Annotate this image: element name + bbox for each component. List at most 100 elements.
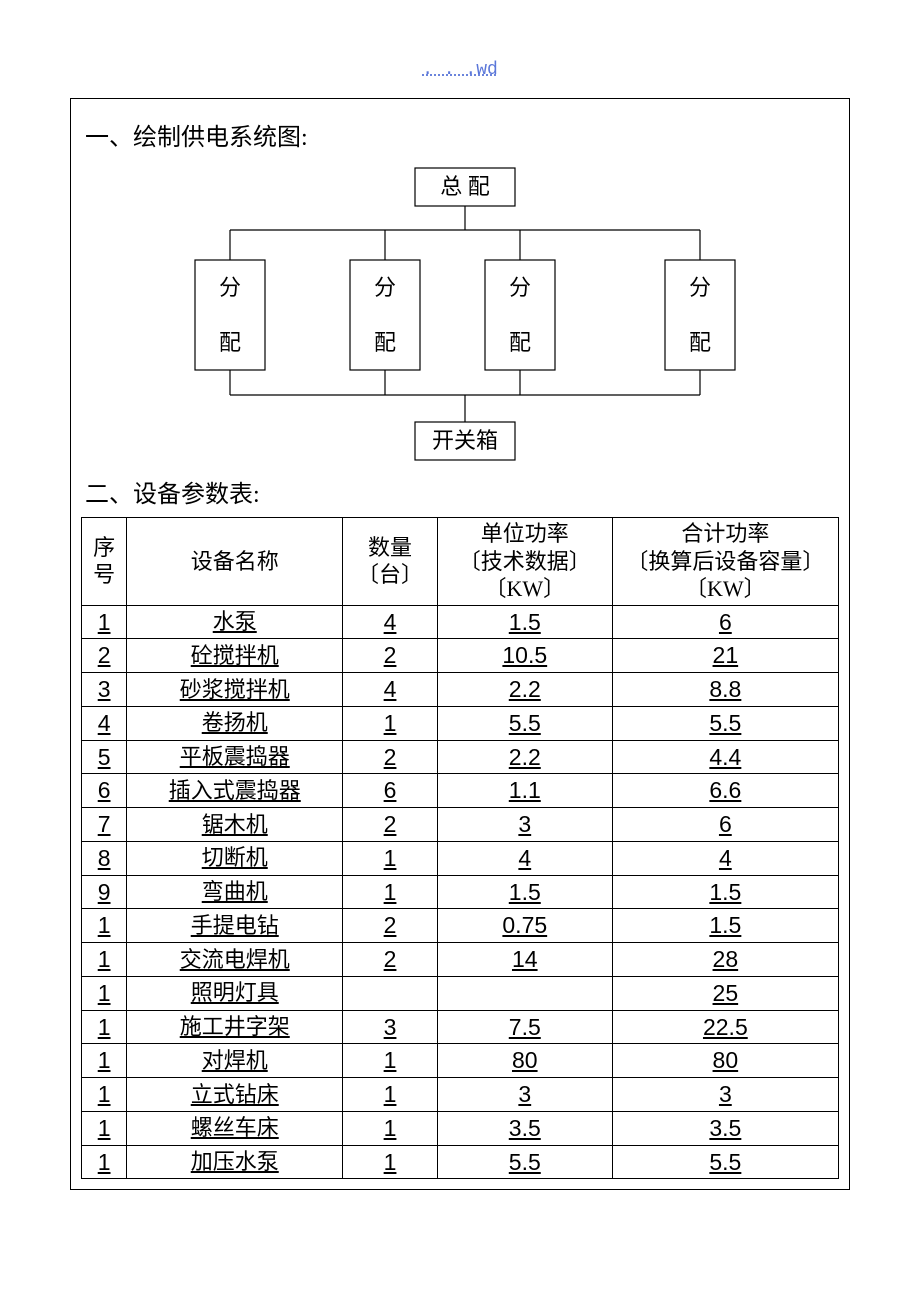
cell-name: 水泵 [127, 605, 343, 639]
cell-total-power: 21 [612, 639, 838, 673]
table-row: 1立式钻床133 [82, 1078, 839, 1112]
cell-total-power: 5.5 [612, 1145, 838, 1179]
svg-text:分: 分 [219, 275, 241, 300]
svg-text:配: 配 [374, 330, 396, 355]
cell-qty: 1 [343, 875, 438, 909]
cell-seq: 7 [82, 808, 127, 842]
table-row: 1螺丝车床13.53.5 [82, 1111, 839, 1145]
cell-seq: 1 [82, 976, 127, 1010]
table-row: 2砼搅拌机210.521 [82, 639, 839, 673]
cell-qty: 1 [343, 1111, 438, 1145]
table-row: 6插入式震捣器61.16.6 [82, 774, 839, 808]
svg-text:分: 分 [374, 275, 396, 300]
cell-unit-power [437, 976, 612, 1010]
cell-total-power: 8.8 [612, 673, 838, 707]
cell-name: 锯木机 [127, 808, 343, 842]
cell-unit-power: 1.5 [437, 875, 612, 909]
cell-total-power: 1.5 [612, 909, 838, 943]
svg-text:分: 分 [689, 275, 711, 300]
table-row: 9弯曲机11.51.5 [82, 875, 839, 909]
svg-text:配: 配 [219, 330, 241, 355]
cell-qty: 1 [343, 1078, 438, 1112]
cell-total-power: 3.5 [612, 1111, 838, 1145]
table-row: 1手提电钻20.751.5 [82, 909, 839, 943]
cell-qty: 1 [343, 706, 438, 740]
content-frame: 一、绘制供电系统图: 总 配 分 配 [70, 98, 850, 1190]
cell-unit-power: 5.5 [437, 706, 612, 740]
table-row: 1水泵41.56 [82, 605, 839, 639]
cell-total-power: 6 [612, 808, 838, 842]
table-header-row: 序号 设备名称 数量〔台〕 单位功率 〔技术数据〕 〔KW〕 合计功率 〔换算后… [82, 518, 839, 606]
diagram-svg: 总 配 分 配 分 配 [140, 160, 780, 470]
svg-text:配: 配 [509, 330, 531, 355]
cell-unit-power: 1.1 [437, 774, 612, 808]
cell-total-power: 22.5 [612, 1010, 838, 1044]
table-row: 1交流电焊机21428 [82, 943, 839, 977]
table-row: 8切断机144 [82, 841, 839, 875]
cell-name: 施工井字架 [127, 1010, 343, 1044]
cell-total-power: 4.4 [612, 740, 838, 774]
table-row: 4卷扬机15.55.5 [82, 706, 839, 740]
section-2-title: 二、设备参数表: [85, 474, 839, 509]
cell-unit-power: 3 [437, 808, 612, 842]
cell-name: 加压水泵 [127, 1145, 343, 1179]
equipment-table: 序号 设备名称 数量〔台〕 单位功率 〔技术数据〕 〔KW〕 合计功率 〔换算后… [81, 517, 839, 1179]
th-name: 设备名称 [127, 518, 343, 606]
cell-name: 砼搅拌机 [127, 639, 343, 673]
cell-unit-power: 7.5 [437, 1010, 612, 1044]
cell-qty: 3 [343, 1010, 438, 1044]
cell-qty: 4 [343, 673, 438, 707]
cell-name: 对焊机 [127, 1044, 343, 1078]
cell-unit-power: 2.2 [437, 740, 612, 774]
cell-unit-power: 14 [437, 943, 612, 977]
table-row: 1对焊机18080 [82, 1044, 839, 1078]
cell-unit-power: 1.5 [437, 605, 612, 639]
cell-unit-power: 5.5 [437, 1145, 612, 1179]
th-qty: 数量〔台〕 [343, 518, 438, 606]
table-row: 3砂浆搅拌机42.28.8 [82, 673, 839, 707]
cell-total-power: 1.5 [612, 875, 838, 909]
cell-unit-power: 0.75 [437, 909, 612, 943]
section-1-title: 一、绘制供电系统图: [85, 117, 839, 152]
cell-total-power: 28 [612, 943, 838, 977]
cell-seq: 1 [82, 1145, 127, 1179]
svg-text:分: 分 [509, 275, 531, 300]
table-row: 5平板震捣器22.24.4 [82, 740, 839, 774]
cell-seq: 1 [82, 1111, 127, 1145]
cell-seq: 5 [82, 740, 127, 774]
cell-name: 砂浆搅拌机 [127, 673, 343, 707]
cell-seq: 1 [82, 1078, 127, 1112]
branch-box-4: 分 配 [665, 260, 735, 370]
cell-seq: 1 [82, 1044, 127, 1078]
root-label: 总 配 [440, 174, 490, 199]
cell-name: 照明灯具 [127, 976, 343, 1010]
cell-seq: 1 [82, 605, 127, 639]
th-total: 合计功率 〔换算后设备容量〕 〔KW〕 [612, 518, 838, 606]
cell-qty: 2 [343, 639, 438, 673]
cell-unit-power: 3 [437, 1078, 612, 1112]
cell-seq: 9 [82, 875, 127, 909]
cell-seq: 2 [82, 639, 127, 673]
cell-total-power: 3 [612, 1078, 838, 1112]
table-row: 7锯木机236 [82, 808, 839, 842]
cell-total-power: 25 [612, 976, 838, 1010]
svg-text:配: 配 [689, 330, 711, 355]
th-unit: 单位功率 〔技术数据〕 〔KW〕 [437, 518, 612, 606]
cell-name: 弯曲机 [127, 875, 343, 909]
cell-seq: 1 [82, 1010, 127, 1044]
cell-qty: 2 [343, 808, 438, 842]
cell-seq: 6 [82, 774, 127, 808]
cell-unit-power: 10.5 [437, 639, 612, 673]
cell-qty: 1 [343, 1145, 438, 1179]
branch-box-2: 分 配 [350, 260, 420, 370]
header-link: . . .wd [70, 60, 850, 80]
cell-seq: 1 [82, 909, 127, 943]
cell-qty: 4 [343, 605, 438, 639]
cell-name: 交流电焊机 [127, 943, 343, 977]
table-row: 1加压水泵15.55.5 [82, 1145, 839, 1179]
cell-name: 切断机 [127, 841, 343, 875]
cell-total-power: 6.6 [612, 774, 838, 808]
cell-unit-power: 80 [437, 1044, 612, 1078]
cell-total-power: 5.5 [612, 706, 838, 740]
cell-seq: 4 [82, 706, 127, 740]
